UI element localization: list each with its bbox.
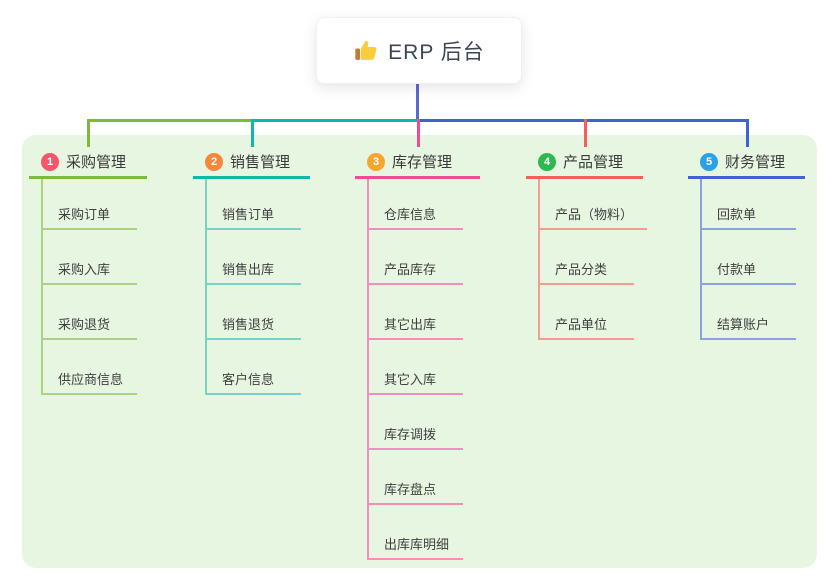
branch-label: 产品管理 xyxy=(563,154,624,171)
child-node[interactable]: 产品单位 xyxy=(538,312,634,340)
child-node[interactable]: 库存盘点 xyxy=(367,477,463,505)
child-node[interactable]: 回款单 xyxy=(700,202,796,230)
thumbs-up-icon xyxy=(355,40,377,60)
bus-segment-procurement xyxy=(87,119,254,122)
child-node[interactable]: 其它出库 xyxy=(367,312,463,340)
child-node[interactable]: 销售出库 xyxy=(205,257,301,285)
branch-drop-line-5 xyxy=(746,119,749,147)
child-node[interactable]: 客户信息 xyxy=(205,367,301,395)
branch-label: 销售管理 xyxy=(230,154,291,171)
child-node[interactable]: 产品分类 xyxy=(538,257,634,285)
branch-node-3[interactable]: 3 库存管理 xyxy=(355,147,480,179)
root-node[interactable]: ERP 后台 xyxy=(316,17,522,84)
branch-label: 采购管理 xyxy=(66,154,127,171)
child-node[interactable]: 库存调拨 xyxy=(367,422,463,450)
branch-node-4[interactable]: 4 产品管理 xyxy=(526,147,643,179)
branch-number-badge-5: 5 xyxy=(700,152,718,171)
child-node[interactable]: 出库库明细 xyxy=(367,532,464,560)
child-node[interactable]: 采购入库 xyxy=(41,257,137,285)
child-node[interactable]: 采购订单 xyxy=(41,202,137,230)
branch-number-badge-1: 1 xyxy=(41,152,59,171)
bus-segment-sales xyxy=(251,119,420,122)
bus-segment-finance xyxy=(417,119,749,122)
branch-number-badge-3: 3 xyxy=(367,152,385,171)
branch-drop-line-3 xyxy=(417,119,420,147)
root-connector-line xyxy=(416,84,419,122)
branch-node-2[interactable]: 2 销售管理 xyxy=(193,147,310,179)
branch-number-badge-4: 4 xyxy=(538,152,556,171)
branch-drop-line-1 xyxy=(87,119,90,147)
branch-number-badge-2: 2 xyxy=(205,152,223,171)
child-node[interactable]: 采购退货 xyxy=(41,312,137,340)
child-node[interactable]: 销售订单 xyxy=(205,202,301,230)
branch-label: 财务管理 xyxy=(725,154,786,171)
branch-spine-line-4 xyxy=(538,179,540,340)
root-title: ERP 后台 xyxy=(388,40,485,64)
branch-label: 库存管理 xyxy=(392,154,453,171)
branch-spine-line-5 xyxy=(700,179,702,340)
branch-spine-line-1 xyxy=(41,179,43,395)
branch-node-1[interactable]: 1 采购管理 xyxy=(29,147,147,179)
child-node[interactable]: 结算账户 xyxy=(700,312,796,340)
child-node[interactable]: 其它入库 xyxy=(367,367,463,395)
child-node[interactable]: 付款单 xyxy=(700,257,796,285)
branch-drop-line-2 xyxy=(251,119,254,147)
branch-node-5[interactable]: 5 财务管理 xyxy=(688,147,805,179)
child-node[interactable]: 仓库信息 xyxy=(367,202,463,230)
branch-drop-line-4 xyxy=(584,119,587,147)
child-node[interactable]: 销售退货 xyxy=(205,312,301,340)
child-node[interactable]: 产品（物料） xyxy=(538,202,648,230)
branch-spine-line-2 xyxy=(205,179,207,395)
branch-spine-line-3 xyxy=(367,179,369,560)
branches-panel-background xyxy=(22,135,817,568)
child-node[interactable]: 供应商信息 xyxy=(41,367,138,395)
child-node[interactable]: 产品库存 xyxy=(367,257,463,285)
